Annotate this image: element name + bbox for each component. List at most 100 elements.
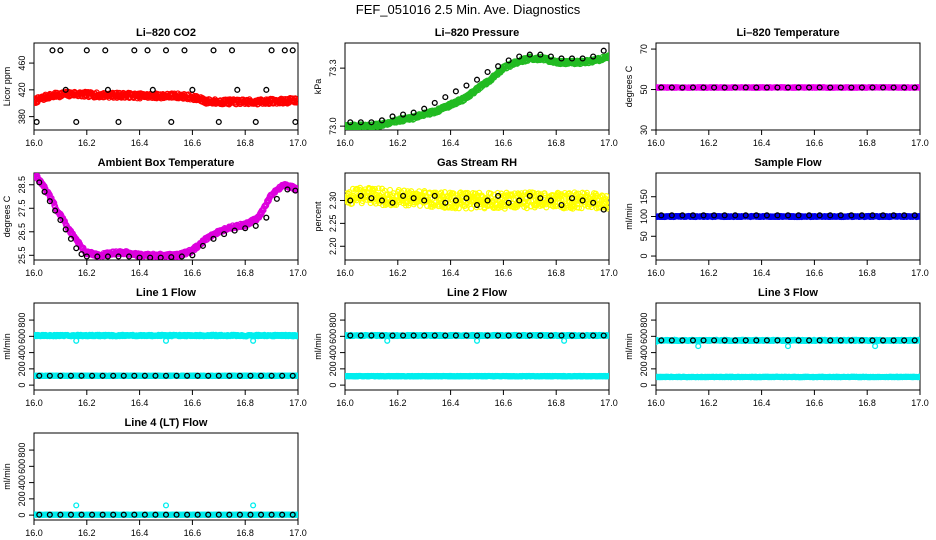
- x-tick-label: 16.4: [753, 138, 771, 148]
- data-point: [442, 199, 449, 206]
- data-point: [911, 84, 918, 91]
- x-tick-label: 16.4: [131, 398, 149, 408]
- plot-area: [34, 173, 298, 260]
- data-point: [431, 99, 438, 106]
- data-point: [242, 225, 249, 232]
- data-point: [763, 212, 770, 219]
- data-point: [526, 51, 533, 58]
- x-tick-label: 17.0: [911, 268, 929, 278]
- data-point: [46, 198, 53, 205]
- data-point: [136, 254, 143, 260]
- data-point: [827, 212, 834, 219]
- x-tick-label: 16.0: [647, 268, 665, 278]
- data-point: [568, 195, 576, 202]
- y-tick-label: 30: [639, 125, 649, 135]
- data-point: [295, 186, 298, 193]
- data-point: [102, 47, 109, 54]
- x-tick-label: 17.0: [289, 398, 307, 408]
- y-tick-label: 420: [17, 82, 27, 97]
- data-point: [558, 55, 565, 62]
- data-point: [78, 251, 85, 258]
- data-point: [795, 84, 802, 91]
- chart-title: Line 1 Flow: [136, 287, 196, 299]
- data-point: [552, 202, 559, 209]
- series-minute-data: [345, 184, 609, 212]
- data-point: [711, 84, 718, 91]
- data-point: [104, 86, 111, 93]
- data-point: [421, 197, 428, 204]
- data-point: [62, 86, 69, 93]
- chart-title: Li–820 CO2: [136, 27, 196, 39]
- x-tick-label: 16.4: [131, 138, 149, 148]
- x-tick-label: 17.0: [600, 268, 618, 278]
- y-tick-label: 0: [639, 254, 649, 259]
- data-point: [568, 55, 576, 62]
- x-tick-label: 16.8: [236, 268, 254, 278]
- y-tick-label: 50: [639, 85, 649, 95]
- y-tick-label: 460: [17, 56, 27, 71]
- y-tick-label: 0: [17, 383, 27, 388]
- data-point: [378, 117, 386, 124]
- x-tick-label: 16.6: [495, 138, 513, 148]
- x-tick-label: 16.6: [184, 138, 202, 148]
- x-tick-label: 16.4: [131, 268, 149, 278]
- data-point: [816, 212, 823, 219]
- data-point: [605, 55, 609, 62]
- data-point: [357, 119, 364, 126]
- data-point: [189, 86, 196, 93]
- data-point: [401, 187, 408, 194]
- data-point: [347, 197, 354, 204]
- data-point: [252, 222, 259, 229]
- y-tick-label: 200: [17, 361, 27, 376]
- data-point: [869, 212, 876, 219]
- y-tick-label: 2.25: [328, 215, 338, 233]
- plot-frame: [344, 42, 610, 131]
- data-point: [575, 204, 582, 211]
- x-tick-label: 16.2: [700, 268, 718, 278]
- x-tick-label: 16.2: [78, 138, 96, 148]
- y-tick-label: 150: [639, 189, 649, 204]
- plot-area: [345, 47, 609, 130]
- page-title: FEF_051016 2.5 Min. Ave. Diagnostics: [355, 2, 581, 17]
- data-point: [473, 76, 481, 83]
- data-point: [600, 47, 607, 54]
- data-point: [346, 189, 353, 196]
- x-tick-label: 16.2: [389, 268, 407, 278]
- data-point: [263, 214, 270, 221]
- plot-area: [345, 184, 609, 213]
- data-point: [558, 202, 565, 209]
- data-point: [516, 197, 523, 204]
- data-point: [252, 118, 259, 126]
- data-point: [368, 119, 375, 126]
- series-2-5-min-average: [658, 212, 918, 219]
- x-tick-label: 17.0: [289, 268, 307, 278]
- data-point: [73, 118, 80, 126]
- data-point: [606, 203, 609, 210]
- data-point: [52, 207, 59, 214]
- data-point: [378, 197, 386, 204]
- data-point: [421, 105, 428, 112]
- data-point: [827, 84, 834, 91]
- x-tick-label: 16.0: [336, 268, 354, 278]
- data-point: [73, 245, 80, 252]
- data-point: [596, 197, 603, 204]
- data-point: [199, 242, 207, 249]
- data-point: [911, 212, 918, 219]
- y-axis-label: kPa: [313, 79, 323, 95]
- x-tick-label: 16.8: [236, 138, 254, 148]
- data-point: [57, 47, 64, 54]
- data-point: [162, 47, 170, 54]
- y-tick-label: 25.5: [17, 247, 27, 265]
- data-point: [67, 235, 75, 242]
- data-point: [547, 197, 554, 204]
- data-point: [590, 199, 597, 206]
- data-point: [452, 197, 459, 204]
- data-point: [463, 82, 470, 89]
- data-point: [455, 205, 462, 212]
- data-point: [94, 253, 101, 260]
- data-point: [263, 86, 270, 93]
- data-point: [41, 188, 48, 195]
- y-axis-label: Licor ppm: [2, 67, 12, 107]
- data-point: [700, 212, 707, 219]
- y-axis-label: degrees C: [2, 195, 12, 237]
